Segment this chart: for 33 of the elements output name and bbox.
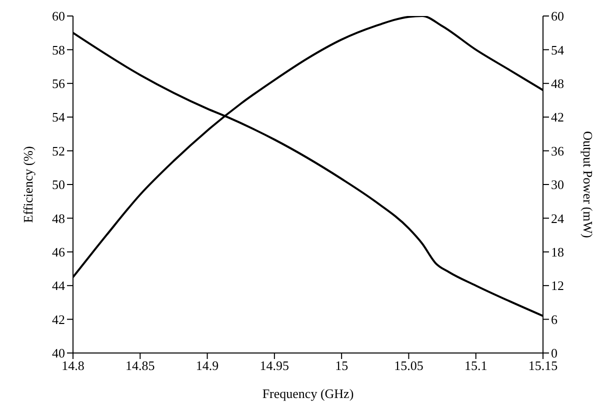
y-tick-label: 54 [52, 110, 66, 125]
x-tick-label: 14.9 [196, 358, 219, 374]
y2-tick-label: 54 [551, 42, 564, 58]
y2-tick-label: 30 [551, 177, 564, 192]
y2-tick-label: 12 [551, 278, 564, 294]
y-tick-label: 56 [52, 76, 66, 92]
x-tick-label: 14.95 [260, 358, 290, 374]
y-tick-label: 42 [52, 312, 65, 327]
x-axis-title: Frequency (GHz) [262, 386, 354, 401]
y2-tick-label: 42 [551, 110, 564, 125]
y-tick-label: 58 [52, 42, 65, 58]
y2-axis-title: Output Power (mW) [580, 131, 596, 238]
y-axis-title: Efficiency (%) [20, 146, 36, 223]
y2-tick-label: 48 [551, 76, 564, 92]
x-tick-label: 14.8 [62, 358, 84, 374]
y2-tick-label: 6 [551, 312, 558, 327]
y-tick-label: 50 [52, 177, 65, 192]
x-tick-label: 15 [335, 358, 348, 374]
y-tick-label: 46 [52, 244, 66, 260]
y2-tick-label: 60 [551, 8, 564, 24]
y-tick-label: 44 [52, 278, 66, 294]
x-tick-label: 15.1 [464, 358, 488, 374]
y2-tick-label: 24 [551, 210, 564, 226]
y2-tick-label: 36 [551, 143, 564, 158]
y-tick-label: 60 [52, 8, 65, 24]
y-tick-label: 40 [52, 346, 65, 361]
y-tick-label: 52 [52, 143, 65, 158]
y-tick-label: 48 [52, 210, 65, 226]
x-tick-label: 15.15 [528, 358, 558, 374]
x-tick-label: 14.85 [126, 358, 155, 374]
y2-tick-label: 18 [551, 244, 564, 260]
y2-tick-label: 0 [551, 346, 558, 361]
x-tick-label: 15.05 [394, 358, 424, 374]
